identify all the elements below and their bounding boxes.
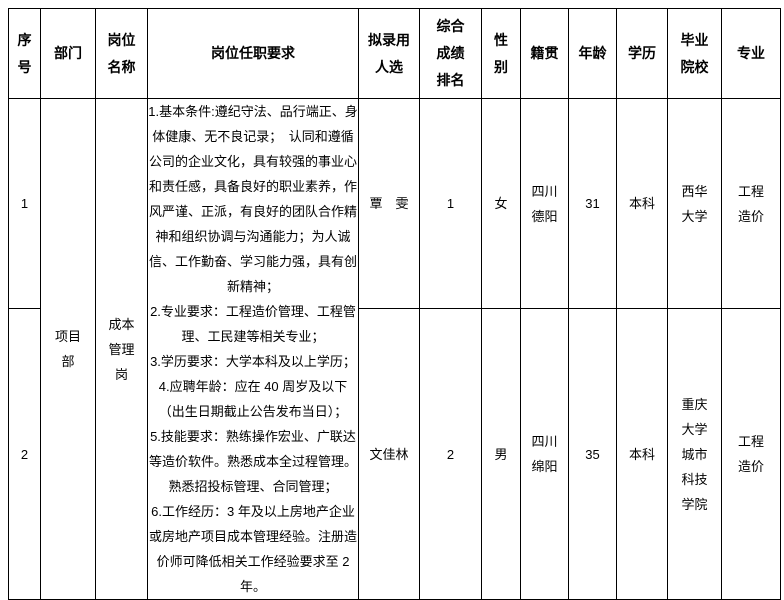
table-header-row: 序 号 部门 岗位 名称 岗位任职要求 拟录用 人选 综合 成绩 排名 性 别 … bbox=[8, 8, 781, 99]
cell-candidate-1: 覃 雯 bbox=[358, 97, 420, 310]
cell-rank-1: 1 bbox=[419, 97, 482, 310]
header-department: 部门 bbox=[40, 8, 96, 99]
table-row-2: 2 文佳林 2 男 四川 绵阳 35 本科 重庆 大学 城市 科技 学院 工程 … bbox=[8, 308, 781, 600]
header-requirements: 岗位任职要求 bbox=[147, 8, 359, 99]
cell-school-2: 重庆 大学 城市 科技 学院 bbox=[667, 308, 722, 600]
cell-rank-2: 2 bbox=[419, 308, 482, 600]
cell-education-2: 本科 bbox=[616, 308, 668, 600]
header-age: 年龄 bbox=[568, 8, 617, 99]
header-major: 专业 bbox=[721, 8, 781, 99]
header-seq: 序 号 bbox=[8, 8, 41, 99]
cell-requirements: 1.基本条件:遵纪守法、品行端正、身体健康、无不良记录； 认同和遵循公司的企业文… bbox=[147, 98, 359, 600]
table-row-1: 1 项目 部 成本 管理 岗 1.基本条件:遵纪守法、品行端正、身体健康、无不良… bbox=[8, 97, 781, 600]
cell-native-place-2: 四川 绵阳 bbox=[520, 308, 569, 600]
cell-department: 项目 部 bbox=[40, 98, 96, 600]
cell-candidate-2: 文佳林 bbox=[358, 308, 420, 600]
cell-gender-2: 男 bbox=[481, 308, 521, 600]
header-education: 学历 bbox=[616, 8, 668, 99]
cell-education-1: 本科 bbox=[616, 97, 668, 310]
recruitment-table: 序 号 部门 岗位 名称 岗位任职要求 拟录用 人选 综合 成绩 排名 性 别 … bbox=[8, 8, 781, 600]
cell-age-2: 35 bbox=[568, 308, 617, 600]
cell-seq-1: 1 bbox=[8, 97, 41, 310]
header-graduate-school: 毕业 院校 bbox=[667, 8, 722, 99]
header-proposed-candidate: 拟录用 人选 bbox=[358, 8, 420, 99]
header-overall-rank: 综合 成绩 排名 bbox=[419, 8, 482, 99]
cell-school-1: 西华 大学 bbox=[667, 97, 722, 310]
header-gender: 性 别 bbox=[481, 8, 521, 99]
cell-age-1: 31 bbox=[568, 97, 617, 310]
cell-position-name: 成本 管理 岗 bbox=[95, 98, 148, 600]
cell-major-1: 工程 造价 bbox=[721, 97, 781, 310]
cell-gender-1: 女 bbox=[481, 97, 521, 310]
cell-major-2: 工程 造价 bbox=[721, 308, 781, 600]
header-native-place: 籍贯 bbox=[520, 8, 569, 99]
header-position-name: 岗位 名称 bbox=[95, 8, 148, 99]
cell-native-place-1: 四川 德阳 bbox=[520, 97, 569, 310]
cell-seq-2: 2 bbox=[8, 308, 41, 600]
